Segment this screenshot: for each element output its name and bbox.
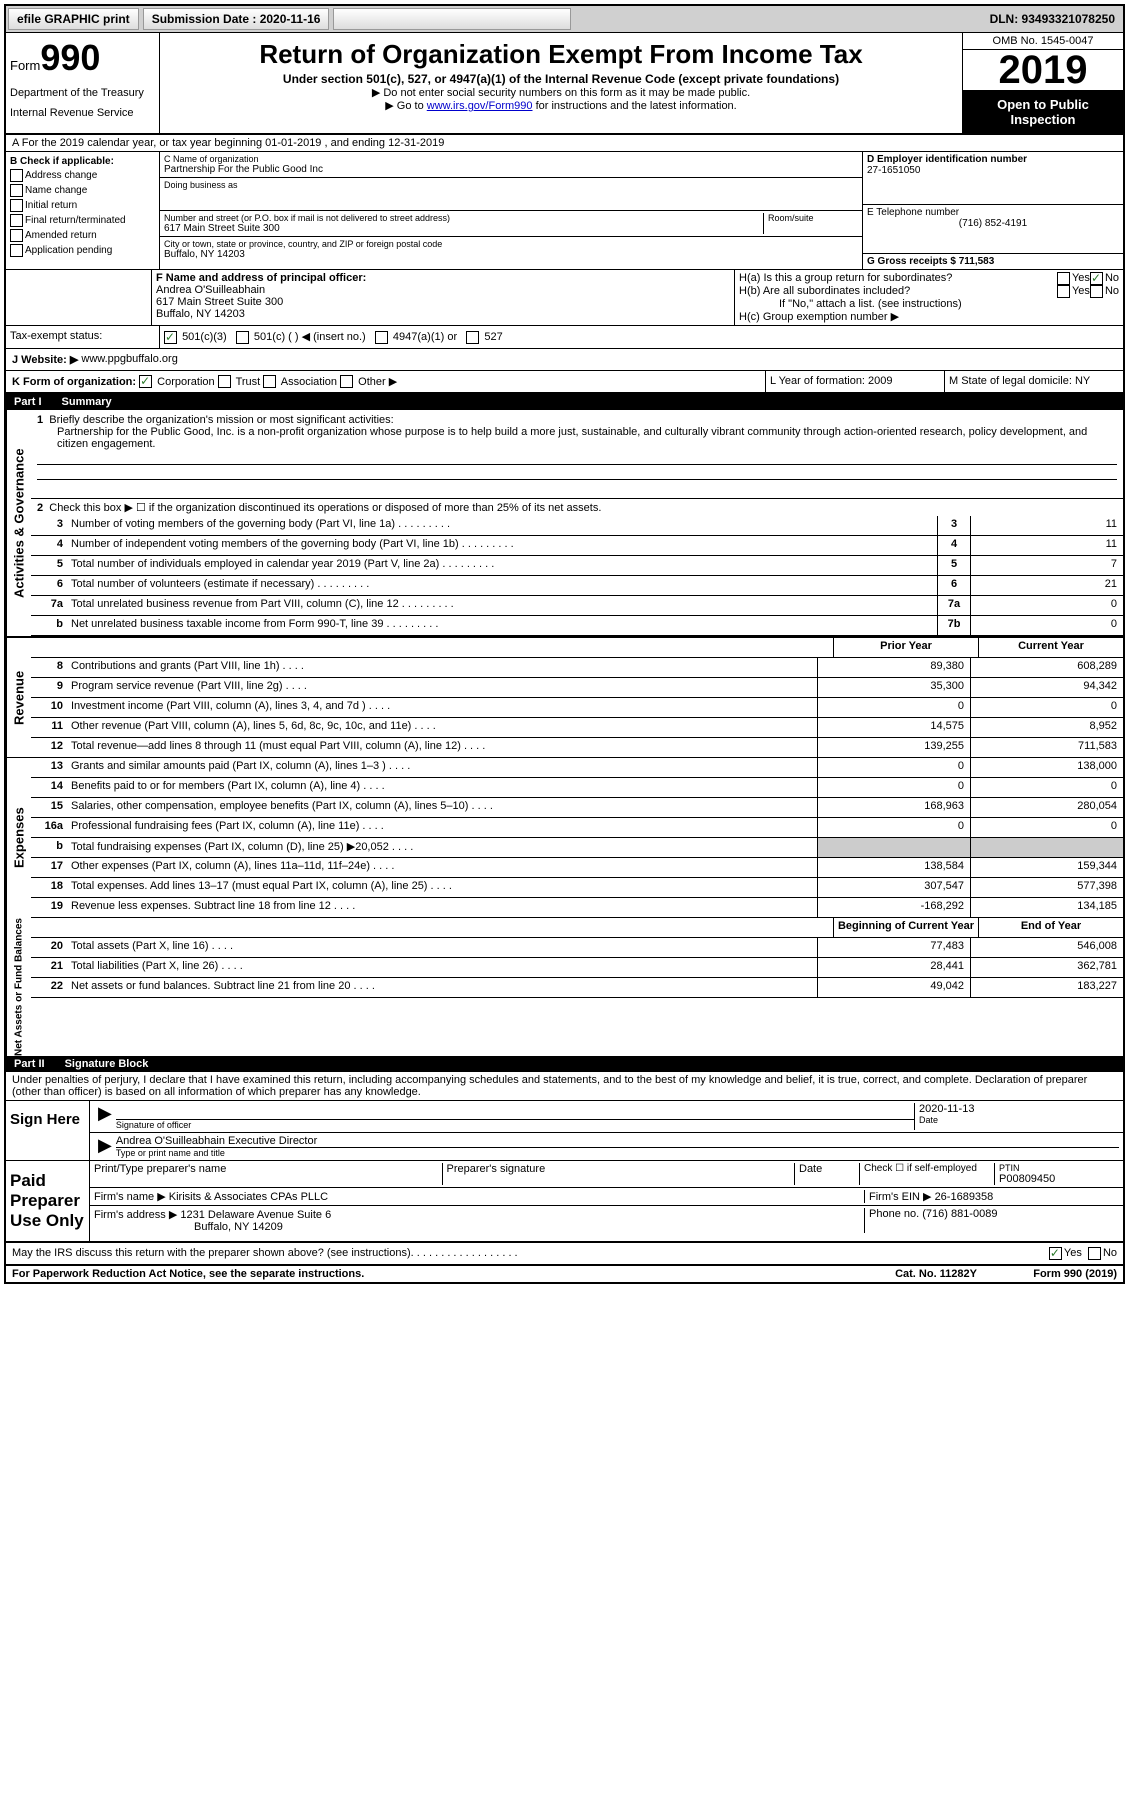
summary-row-20: 20Total assets (Part X, line 16) . . . .…: [31, 938, 1123, 958]
website: www.ppgbuffalo.org: [81, 353, 177, 366]
summary-row-22: 22Net assets or fund balances. Subtract …: [31, 978, 1123, 998]
summary-row-4: 4Number of independent voting members of…: [31, 536, 1123, 556]
sig-date: 2020-11-13: [919, 1103, 1119, 1115]
discuss-question: May the IRS discuss this return with the…: [12, 1247, 411, 1260]
box-b: B Check if applicable: Address change Na…: [6, 152, 160, 269]
box-f: F Name and address of principal officer:…: [152, 270, 734, 325]
part-1-header: Part I Summary: [6, 394, 1123, 410]
501c3-checkbox[interactable]: [164, 331, 177, 344]
vert-revenue: Revenue: [6, 638, 31, 758]
officer-name: Andrea O'Suilleabhain Executive Director: [116, 1135, 1119, 1147]
summary-row-5: 5Total number of individuals employed in…: [31, 556, 1123, 576]
current-year-header: Current Year: [978, 638, 1123, 657]
efile-button[interactable]: efile GRAPHIC print: [8, 8, 139, 30]
summary-row-12: 12Total revenue—add lines 8 through 11 (…: [31, 738, 1123, 758]
discuss-yes-checkbox[interactable]: [1049, 1247, 1062, 1260]
page-footer: For Paperwork Reduction Act Notice, see …: [6, 1266, 1123, 1282]
summary-row-19: 19Revenue less expenses. Subtract line 1…: [31, 898, 1123, 918]
org-name: Partnership For the Public Good Inc: [164, 164, 858, 175]
paid-preparer-label: Paid Preparer Use Only: [6, 1161, 90, 1241]
dln-label: DLN: 93493321078250: [990, 12, 1123, 26]
sign-here-label: Sign Here: [6, 1101, 90, 1160]
submission-button[interactable]: Submission Date : 2020-11-16: [143, 8, 330, 30]
vert-net: Net Assets or Fund Balances: [6, 918, 31, 1056]
firm-phone: (716) 881-0089: [922, 1208, 997, 1220]
section-a: A For the 2019 calendar year, or tax yea…: [6, 135, 1123, 152]
summary-row-10: 10Investment income (Part VIII, column (…: [31, 698, 1123, 718]
prior-year-header: Prior Year: [833, 638, 978, 657]
summary-row-17: 17Other expenses (Part IX, column (A), l…: [31, 858, 1123, 878]
penalties-text: Under penalties of perjury, I declare th…: [6, 1072, 1123, 1101]
ptin: P00809450: [999, 1173, 1119, 1185]
mission-text: Partnership for the Public Good, Inc. is…: [37, 426, 1117, 450]
begin-year-header: Beginning of Current Year: [833, 918, 978, 937]
box-k: K Form of organization: Corporation Trus…: [6, 371, 765, 393]
city-state-zip: Buffalo, NY 14203: [164, 249, 858, 260]
summary-row-13: 13Grants and similar amounts paid (Part …: [31, 758, 1123, 778]
vert-governance: Activities & Governance: [6, 410, 31, 636]
gross-receipts: G Gross receipts $ 711,583: [867, 256, 1119, 267]
form-number: Form990: [10, 37, 155, 79]
open-public-badge: Open to Public Inspection: [963, 91, 1123, 133]
summary-row-21: 21Total liabilities (Part X, line 26) . …: [31, 958, 1123, 978]
subtitle-1: Under section 501(c), 527, or 4947(a)(1)…: [168, 72, 954, 86]
end-year-header: End of Year: [978, 918, 1123, 937]
street-address: 617 Main Street Suite 300: [164, 223, 763, 234]
vert-expenses: Expenses: [6, 758, 31, 918]
box-l: L Year of formation: 2009: [765, 371, 944, 393]
summary-row-14: 14Benefits paid to or for members (Part …: [31, 778, 1123, 798]
summary-row-8: 8Contributions and grants (Part VIII, li…: [31, 658, 1123, 678]
summary-row-9: 9Program service revenue (Part VIII, lin…: [31, 678, 1123, 698]
summary-row-b: bNet unrelated business taxable income f…: [31, 616, 1123, 636]
summary-row-16a: 16aProfessional fundraising fees (Part I…: [31, 818, 1123, 838]
firm-ein: 26-1689358: [935, 1191, 994, 1203]
irs-link[interactable]: www.irs.gov/Form990: [427, 100, 533, 112]
tax-year: 2019: [963, 50, 1123, 91]
arrow-icon: ▶: [94, 1135, 116, 1158]
ein: 27-1651050: [867, 165, 1119, 176]
box-c: C Name of organization Partnership For t…: [160, 152, 1123, 269]
form-header: Form990 Department of the Treasury Inter…: [6, 33, 1123, 135]
blank-button[interactable]: [333, 8, 571, 30]
summary-row-6: 6Total number of volunteers (estimate if…: [31, 576, 1123, 596]
summary-row-15: 15Salaries, other compensation, employee…: [31, 798, 1123, 818]
summary-row-18: 18Total expenses. Add lines 13–17 (must …: [31, 878, 1123, 898]
form-990-page: efile GRAPHIC print Submission Date : 20…: [4, 4, 1125, 1284]
firm-address: 1231 Delaware Avenue Suite 6: [180, 1209, 331, 1221]
box-m: M State of legal domicile: NY: [944, 371, 1123, 393]
box-j-label: J Website: ▶: [12, 353, 78, 366]
phone: (716) 852-4191: [867, 218, 1119, 229]
top-toolbar: efile GRAPHIC print Submission Date : 20…: [6, 6, 1123, 33]
dept-irs: Internal Revenue Service: [10, 107, 155, 119]
box-h: H(a) Is this a group return for subordin…: [734, 270, 1123, 325]
arrow-icon: ▶: [94, 1103, 116, 1130]
dept-treasury: Department of the Treasury: [10, 87, 155, 99]
summary-row-b: bTotal fundraising expenses (Part IX, co…: [31, 838, 1123, 858]
box-i-label: Tax-exempt status:: [6, 326, 160, 348]
subtitle-2: ▶ Do not enter social security numbers o…: [168, 86, 954, 99]
form-title: Return of Organization Exempt From Incom…: [168, 39, 954, 70]
subtitle-3: ▶ Go to www.irs.gov/Form990 for instruct…: [168, 99, 954, 112]
summary-row-3: 3Number of voting members of the governi…: [31, 516, 1123, 536]
firm-name: Kirisits & Associates CPAs PLLC: [169, 1191, 328, 1203]
summary-row-11: 11Other revenue (Part VIII, column (A), …: [31, 718, 1123, 738]
discuss-no-checkbox[interactable]: [1088, 1247, 1101, 1260]
part-2-header: Part II Signature Block: [6, 1056, 1123, 1072]
summary-row-7a: 7aTotal unrelated business revenue from …: [31, 596, 1123, 616]
